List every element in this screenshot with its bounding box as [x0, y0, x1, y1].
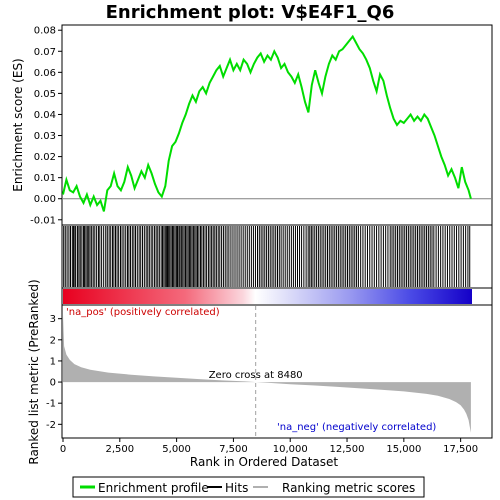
es-y-tick-label: 0.03 — [34, 131, 56, 142]
es-y-tick-label: 0.04 — [34, 110, 56, 121]
hits-panel — [61, 224, 493, 289]
legend-metric-label: Ranking metric scores — [282, 481, 415, 495]
x-tick-label: 2,500 — [105, 444, 134, 455]
es-y-tick-label: -0.01 — [30, 215, 56, 226]
chart-title: Enrichment plot: V$E4F1_Q6 — [106, 2, 395, 23]
es-y-tick-label: 0.07 — [34, 47, 56, 58]
neg-correlated-label: 'na_neg' (negatively correlated) — [277, 422, 436, 433]
metric-y-tick-label: 2 — [50, 335, 56, 346]
x-axis-label: Rank in Ordered Dataset — [190, 455, 338, 469]
x-tick-label: 15,000 — [386, 444, 421, 455]
x-tick-label: 5,000 — [162, 444, 191, 455]
legend-profile-label: Enrichment profile — [98, 481, 209, 495]
es-y-tick-label: 0.06 — [34, 68, 56, 79]
rank-colorbar — [61, 287, 493, 306]
metric-y-tick-label: 1 — [50, 356, 56, 367]
es-panel: -0.01 0.00 0.01 0.02 0.03 0.04 0.05 0.06 0.07 0.0… — [30, 24, 493, 226]
metric-y-axis-label: Ranked list metric (PreRanked) — [27, 279, 41, 464]
x-tick-label: 7,500 — [219, 444, 248, 455]
es-y-tick-label: 0.05 — [34, 89, 56, 100]
es-y-tick-label: 0.08 — [34, 26, 56, 37]
metric-y-tick-label: -2 — [46, 420, 56, 431]
legend: Enrichment profile Hits Ranking metric s… — [72, 476, 425, 498]
es-y-tick-label: 0.01 — [34, 173, 56, 184]
legend-hits-label: Hits — [225, 481, 248, 495]
es-y-tick-label: 0.00 — [34, 194, 56, 205]
x-tick-label: 17,500 — [443, 444, 478, 455]
x-tick-label: 10,000 — [273, 444, 308, 455]
enrichment-profile-line — [62, 34, 472, 212]
x-tick-label: 0 — [60, 444, 66, 455]
metric-panel: -2 -1 0 1 2 3 Zero cross at 8480 'na_pos' (po… — [46, 304, 493, 439]
pos-correlated-label: 'na_pos' (positively correlated) — [66, 307, 220, 318]
es-y-tick-label: 0.02 — [34, 152, 56, 163]
metric-y-tick-label: -1 — [46, 399, 56, 410]
x-tick-label: 12,500 — [330, 444, 365, 455]
zero-cross-label: Zero cross at 8480 — [209, 370, 303, 381]
es-y-axis-label: Enrichment score (ES) — [11, 58, 25, 191]
metric-y-tick-label: 0 — [50, 378, 56, 389]
metric-y-tick-label: 3 — [50, 314, 56, 325]
